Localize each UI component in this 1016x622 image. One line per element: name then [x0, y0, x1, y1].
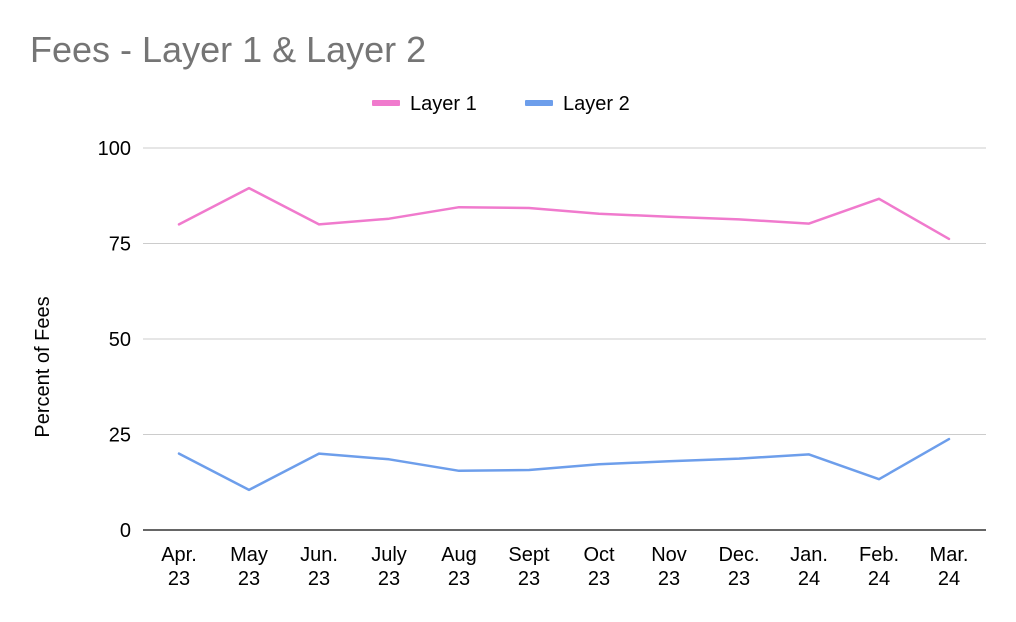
x-tick-label-11: Mar. 24 — [930, 544, 969, 590]
y-tick-label-75: 75 — [109, 234, 131, 256]
y-tick-label-25: 25 — [109, 425, 131, 447]
x-tick-label-8: Dec. 23 — [718, 544, 759, 590]
x-tick-labels: Apr. 23 May 23 Jun. 23 July 23 Aug 23 Sept 23 Oct 23 N… — [161, 544, 968, 590]
series-lines — [177, 186, 951, 492]
legend-swatch-0 — [372, 100, 400, 106]
x-tick-label-7: Nov 23 — [651, 544, 687, 590]
x-tick-label-5: Sept 23 — [508, 544, 550, 590]
x-tick-label-4: Aug 23 — [441, 544, 477, 590]
chart-title: Fees - Layer 1 & Layer 2 — [30, 29, 426, 70]
y-tick-label-50: 50 — [109, 329, 131, 351]
y-axis-label: Percent of Fees — [32, 296, 54, 437]
y-tick-labels: 0 25 50 75 100 — [98, 138, 131, 542]
x-tick-label-10: Feb. 24 — [859, 544, 899, 590]
y-tick-label-100: 100 — [98, 138, 131, 160]
legend-swatch-1 — [525, 100, 553, 106]
series-line-layer-1 — [177, 186, 951, 241]
x-tick-label-2: Jun. 23 — [300, 544, 338, 590]
legend-label-0: Layer 1 — [410, 93, 477, 115]
legend: Layer 1 Layer 2 — [372, 93, 630, 115]
x-tick-label-3: July 23 — [371, 544, 407, 590]
x-tick-label-6: Oct 23 — [583, 544, 615, 590]
y-tick-label-0: 0 — [120, 520, 131, 542]
x-tick-label-9: Jan. 24 — [790, 544, 828, 590]
legend-label-1: Layer 2 — [563, 93, 630, 115]
x-tick-label-1: May 23 — [230, 544, 268, 590]
series-line-layer-2 — [177, 437, 951, 492]
grid-lines — [143, 147, 986, 531]
x-tick-label-0: Apr. 23 — [161, 544, 197, 590]
